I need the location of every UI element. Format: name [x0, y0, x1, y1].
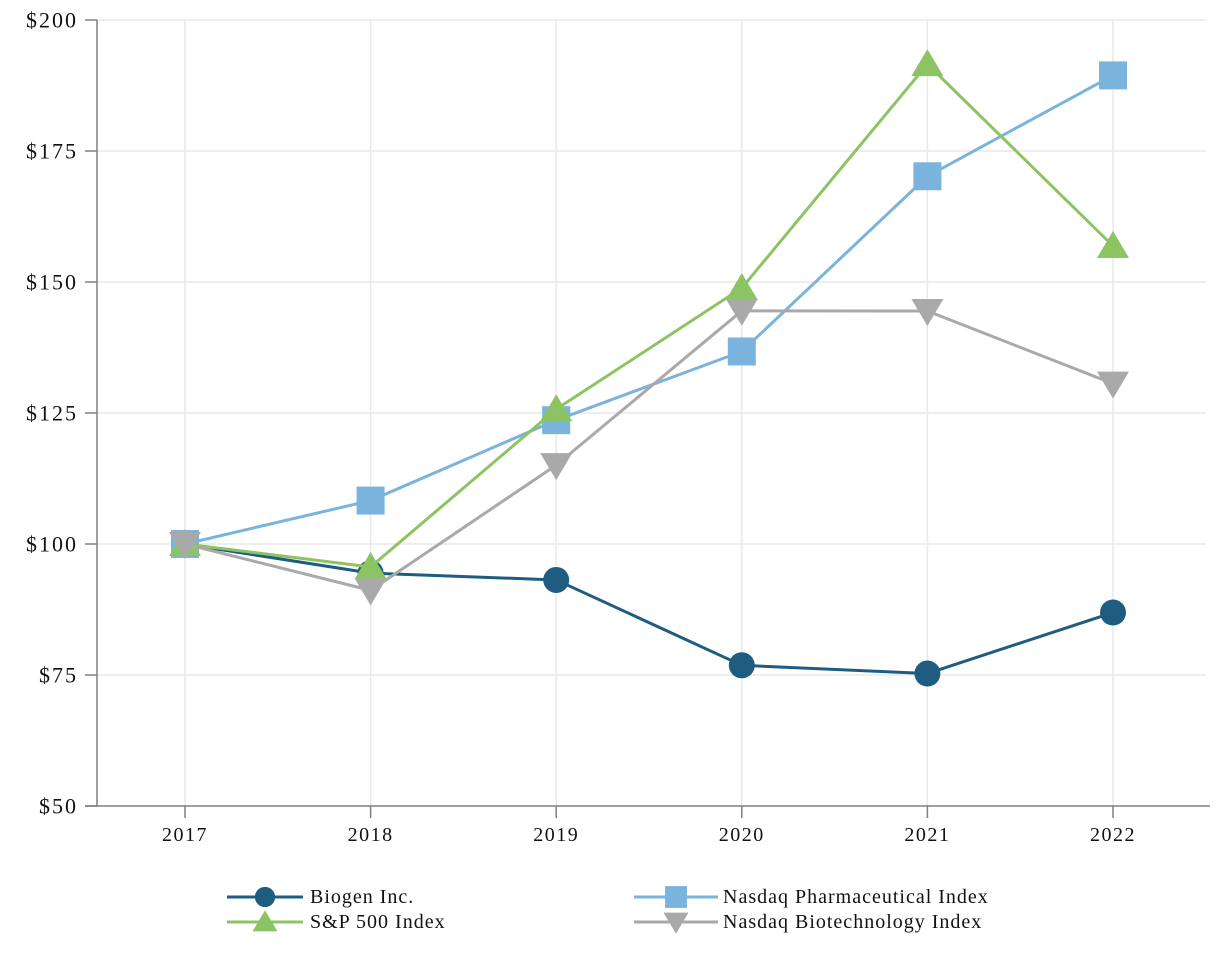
- x-tick-label: 2020: [719, 824, 765, 846]
- data-point-marker: [728, 652, 755, 679]
- data-point-marker: [725, 273, 758, 301]
- data-point-marker: [354, 551, 387, 579]
- y-tick-label: $100: [26, 532, 78, 557]
- data-point-marker: [1097, 230, 1129, 258]
- y-tick-label: $200: [26, 8, 78, 33]
- data-point-marker: [540, 453, 573, 481]
- data-point-marker: [911, 49, 944, 77]
- data-point-marker: [543, 566, 570, 593]
- legend-marker: [663, 912, 689, 934]
- data-point-marker: [913, 162, 942, 191]
- y-tick-label: $150: [26, 270, 78, 295]
- data-point-marker: [354, 578, 387, 606]
- x-tick-label: 2021: [904, 824, 950, 846]
- y-tick-label: $125: [26, 401, 78, 426]
- data-point-marker: [911, 299, 944, 327]
- series-line: [184, 62, 1115, 569]
- y-tick-label: $75: [39, 663, 78, 688]
- legend-label: Biogen Inc.: [310, 886, 414, 908]
- y-tick-label: $50: [39, 794, 78, 819]
- series-line: [184, 74, 1114, 546]
- legend-marker: [665, 886, 687, 908]
- data-point-marker: [914, 660, 941, 687]
- data-point-marker: [1097, 371, 1129, 399]
- legend-marker: [254, 886, 276, 908]
- x-tick-label: 2019: [533, 824, 579, 846]
- data-point-marker: [356, 486, 385, 515]
- y-tick-label: $175: [26, 139, 78, 164]
- legend-label: Nasdaq Biotechnology Index: [723, 911, 982, 933]
- data-point-marker: [1100, 599, 1126, 626]
- legend-label: Nasdaq Pharmaceutical Index: [723, 886, 989, 908]
- x-tick-label: 2017: [162, 824, 208, 846]
- x-tick-label: 2022: [1090, 824, 1136, 846]
- data-point-marker: [727, 337, 756, 366]
- legend-label: S&P 500 Index: [310, 911, 446, 933]
- data-point-marker: [540, 394, 573, 422]
- series-line: [184, 309, 1114, 592]
- legend-marker: [252, 910, 278, 932]
- x-tick-label: 2018: [348, 824, 394, 846]
- data-point-marker: [1099, 61, 1127, 90]
- data-point-marker: [169, 532, 201, 559]
- series-line: [184, 542, 1114, 676]
- data-point-marker: [725, 298, 758, 326]
